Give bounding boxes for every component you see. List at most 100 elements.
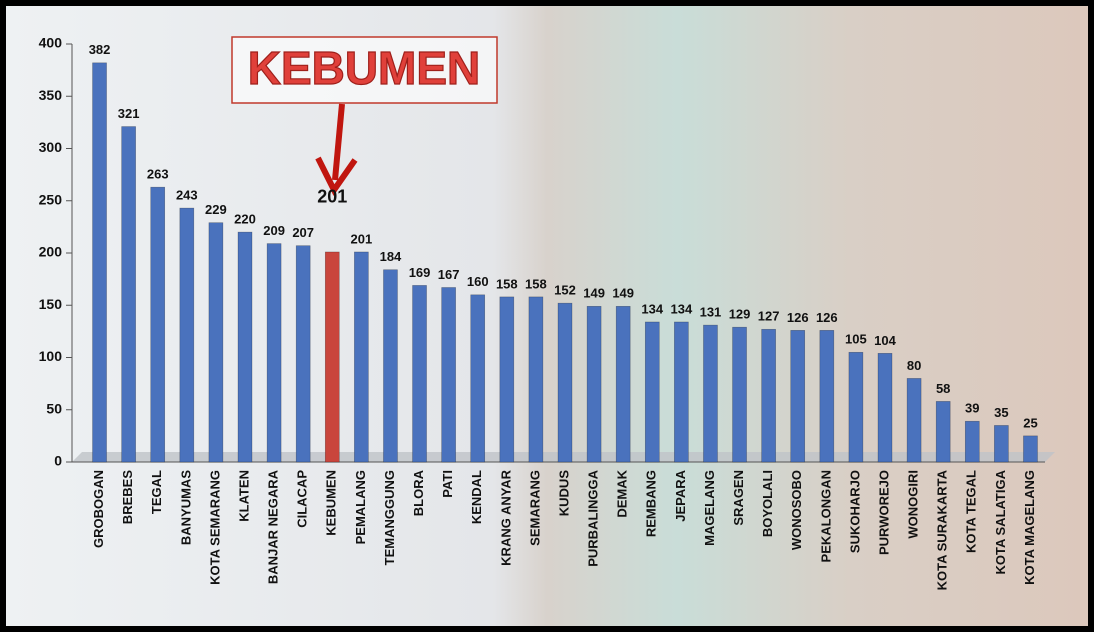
- screen: KEBUMEN 050100150200250300350400GROBOGAN…: [0, 0, 1094, 632]
- x-tick-label: KOTA SEMARANG: [207, 470, 222, 585]
- chart: KEBUMEN 050100150200250300350400GROBOGAN…: [6, 6, 1088, 626]
- bar: [645, 322, 659, 462]
- x-tick-label: DEMAK: [615, 469, 630, 517]
- value-label: 131: [700, 305, 722, 320]
- bar: [907, 378, 921, 462]
- value-label: 220: [234, 212, 256, 227]
- annotation-text: KEBUMEN: [248, 42, 481, 94]
- x-tick-label: TEGAL: [149, 470, 164, 514]
- bar: [965, 421, 979, 462]
- x-tick-label: KOTA MAGELANG: [1022, 470, 1037, 585]
- bar: [936, 401, 950, 462]
- bar: [616, 306, 630, 462]
- value-label: 134: [671, 301, 693, 316]
- value-label: 152: [554, 283, 576, 298]
- value-label: 25: [1023, 415, 1037, 430]
- bar: [325, 252, 339, 462]
- x-tick-label: KOTA TEGAL: [964, 470, 979, 553]
- y-tick-label: 200: [39, 244, 63, 260]
- x-tick-label: BANYUMAS: [178, 470, 193, 545]
- value-label: 149: [583, 286, 605, 301]
- bar: [994, 425, 1008, 462]
- x-tick-label: BREBES: [120, 470, 135, 525]
- y-tick-label: 100: [39, 348, 63, 364]
- value-label: 134: [641, 301, 663, 316]
- value-label: 201: [317, 187, 347, 207]
- bar: [558, 303, 572, 462]
- value-label: 129: [729, 307, 751, 322]
- value-label: 243: [176, 188, 198, 203]
- value-label: 382: [89, 42, 111, 57]
- value-label: 321: [118, 106, 140, 121]
- arrow-shaft: [335, 104, 342, 180]
- bar: [587, 306, 601, 462]
- x-tick-label: BLORA: [411, 469, 426, 516]
- y-tick-label: 150: [39, 296, 63, 312]
- value-label: 105: [845, 332, 867, 347]
- value-label: 209: [263, 223, 285, 238]
- bar: [820, 330, 834, 462]
- value-label: 201: [351, 231, 373, 246]
- x-tick-label: SRAGEN: [731, 470, 746, 526]
- value-label: 126: [787, 310, 809, 325]
- bar: [151, 187, 165, 462]
- x-tick-label: WONOSOBO: [789, 470, 804, 550]
- bar: [209, 223, 223, 462]
- y-tick-label: 350: [39, 87, 63, 103]
- bar: [703, 325, 717, 462]
- bar: [238, 232, 252, 462]
- x-tick-label: WONOGIRI: [906, 470, 921, 539]
- value-label: 160: [467, 274, 489, 289]
- bar: [296, 246, 310, 462]
- y-tick-label: 250: [39, 191, 63, 207]
- x-tick-label: SEMARANG: [527, 470, 542, 546]
- x-tick-label: BANJAR NEGARA: [266, 469, 281, 584]
- x-tick-label: MAGELANG: [702, 470, 717, 546]
- y-tick-label: 400: [39, 35, 63, 51]
- x-tick-label: KUDUS: [556, 470, 571, 517]
- bar: [122, 127, 136, 462]
- value-label: 263: [147, 167, 169, 182]
- bar: [442, 287, 456, 462]
- value-label: 104: [874, 333, 896, 348]
- bar: [93, 63, 107, 462]
- bar: [878, 353, 892, 462]
- value-label: 39: [965, 401, 979, 416]
- value-label: 127: [758, 309, 780, 324]
- value-label: 158: [525, 276, 547, 291]
- value-label: 167: [438, 267, 460, 282]
- x-tick-label: KRANG ANYAR: [498, 469, 513, 565]
- x-tick-label: SUKOHARJO: [847, 470, 862, 553]
- bar: [529, 297, 543, 462]
- x-tick-label: JEPARA: [673, 469, 688, 521]
- x-tick-label: REMBANG: [644, 470, 659, 537]
- x-tick-label: KLATEN: [236, 470, 251, 522]
- value-label: 229: [205, 202, 227, 217]
- value-label: 158: [496, 276, 518, 291]
- bar: [471, 295, 485, 462]
- bar: [500, 297, 514, 462]
- bar: [762, 329, 776, 462]
- bar: [383, 270, 397, 462]
- value-label: 149: [612, 286, 634, 301]
- bar: [180, 208, 194, 462]
- x-tick-label: PEMALANG: [353, 470, 368, 544]
- value-label: 58: [936, 381, 950, 396]
- x-tick-label: KOTA SALATIGA: [993, 469, 1008, 574]
- x-tick-label: CILACAP: [295, 470, 310, 528]
- value-label: 80: [907, 358, 921, 373]
- bar: [674, 322, 688, 462]
- value-label: 126: [816, 310, 838, 325]
- x-tick-label: PATI: [440, 470, 455, 498]
- bar: [733, 327, 747, 462]
- x-tick-label: PURWOREJO: [876, 470, 891, 555]
- x-tick-label: TEMANGGUNG: [382, 470, 397, 565]
- x-tick-label: PEKALONGAN: [818, 470, 833, 562]
- value-label: 207: [292, 225, 314, 240]
- x-tick-label: BOYOLALI: [760, 470, 775, 537]
- bar: [354, 252, 368, 462]
- bar: [791, 330, 805, 462]
- bar: [267, 244, 281, 462]
- bar: [413, 285, 427, 462]
- x-tick-label: KEBUMEN: [324, 470, 339, 536]
